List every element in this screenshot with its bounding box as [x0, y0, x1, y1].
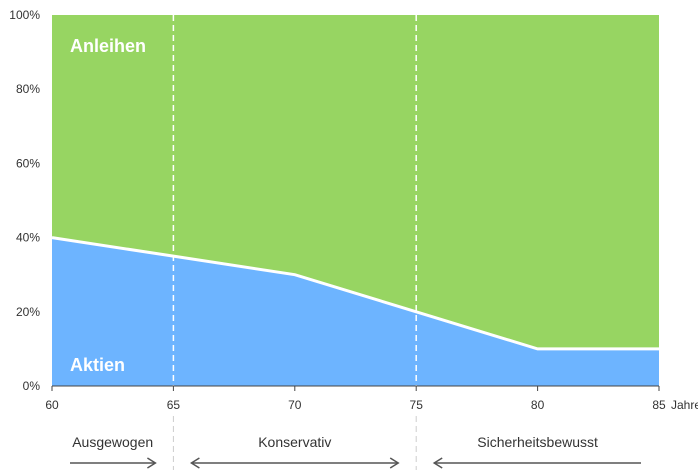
phase-label: Konservativ	[258, 434, 331, 450]
x-tick-label: 60	[45, 398, 59, 412]
boundary-line	[51, 236, 659, 351]
phase-label: Ausgewogen	[72, 434, 153, 450]
y-tick-label: 60%	[16, 156, 40, 170]
y-tick-label: 20%	[16, 305, 40, 319]
arrow-left-icon	[189, 457, 200, 469]
arrow-left-icon	[432, 457, 443, 469]
area-anleihen	[52, 15, 659, 349]
arrow-right-icon	[147, 457, 157, 469]
x-tick-label: 85	[652, 398, 666, 412]
x-tick-label: 70	[288, 398, 302, 412]
x-tick-label: 75	[410, 398, 424, 412]
chart-axes: 60 65 70 75 80 85 Jahre 0% 20% 40% 60% 80% 100%	[9, 8, 698, 412]
x-axis-unit: Jahre	[671, 398, 698, 412]
series-label-aktien: Aktien	[70, 355, 125, 375]
phase-label: Sicherheitsbewusst	[477, 434, 598, 450]
x-tick-label: 80	[531, 398, 545, 412]
phase-dividers	[172, 15, 417, 470]
area-aktien	[52, 237, 659, 386]
series-label-anleihen: Anleihen	[70, 36, 146, 56]
y-tick-label: 0%	[23, 379, 41, 393]
x-tick-label: 65	[167, 398, 181, 412]
y-tick-label: 40%	[16, 231, 40, 245]
phase-annotations: Ausgewogen Konservativ Sicherheitsbewusst	[70, 434, 641, 469]
y-tick-label: 100%	[9, 8, 40, 22]
chart-areas	[51, 15, 660, 386]
arrow-right-icon	[389, 457, 400, 469]
y-tick-label: 80%	[16, 82, 40, 96]
series-labels: Anleihen Aktien	[70, 36, 146, 375]
